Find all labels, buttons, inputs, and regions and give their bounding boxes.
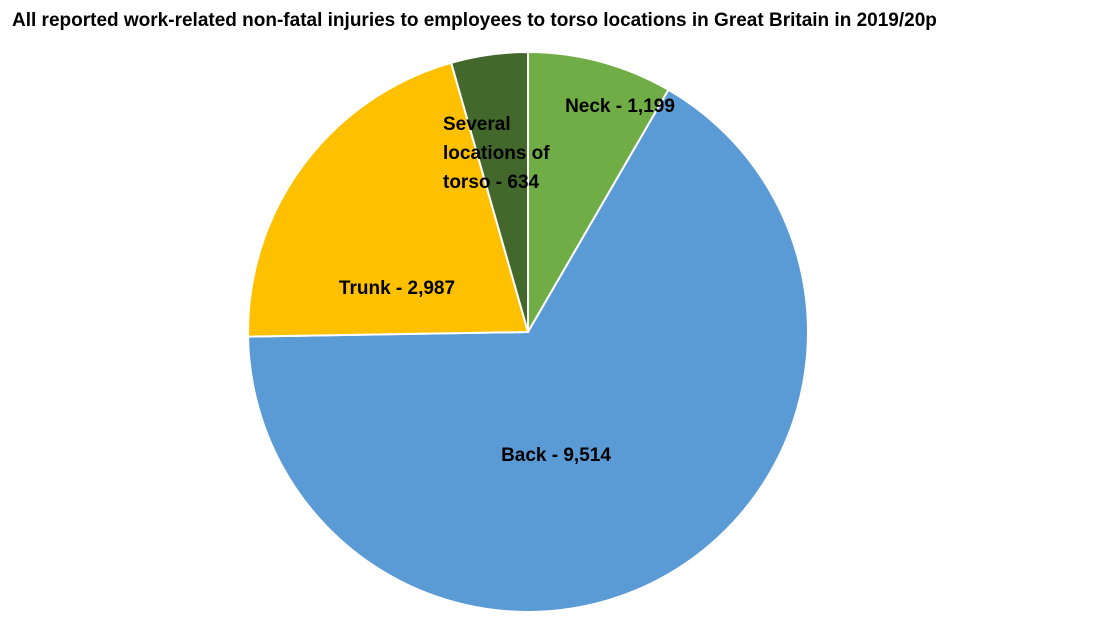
pie-slice <box>527 50 670 336</box>
data-label: Several locations of torso - 634 <box>443 114 550 193</box>
data-label: Trunk - 2,987 <box>338 278 456 299</box>
pie-slice <box>247 61 530 338</box>
pie-slice <box>449 50 529 333</box>
chart-title: All reported work-related non-fatal inju… <box>12 10 937 31</box>
pie-slice <box>247 88 809 613</box>
data-label: Neck - 1,199 <box>565 96 675 117</box>
data-label: Back - 9,514 <box>501 445 611 466</box>
